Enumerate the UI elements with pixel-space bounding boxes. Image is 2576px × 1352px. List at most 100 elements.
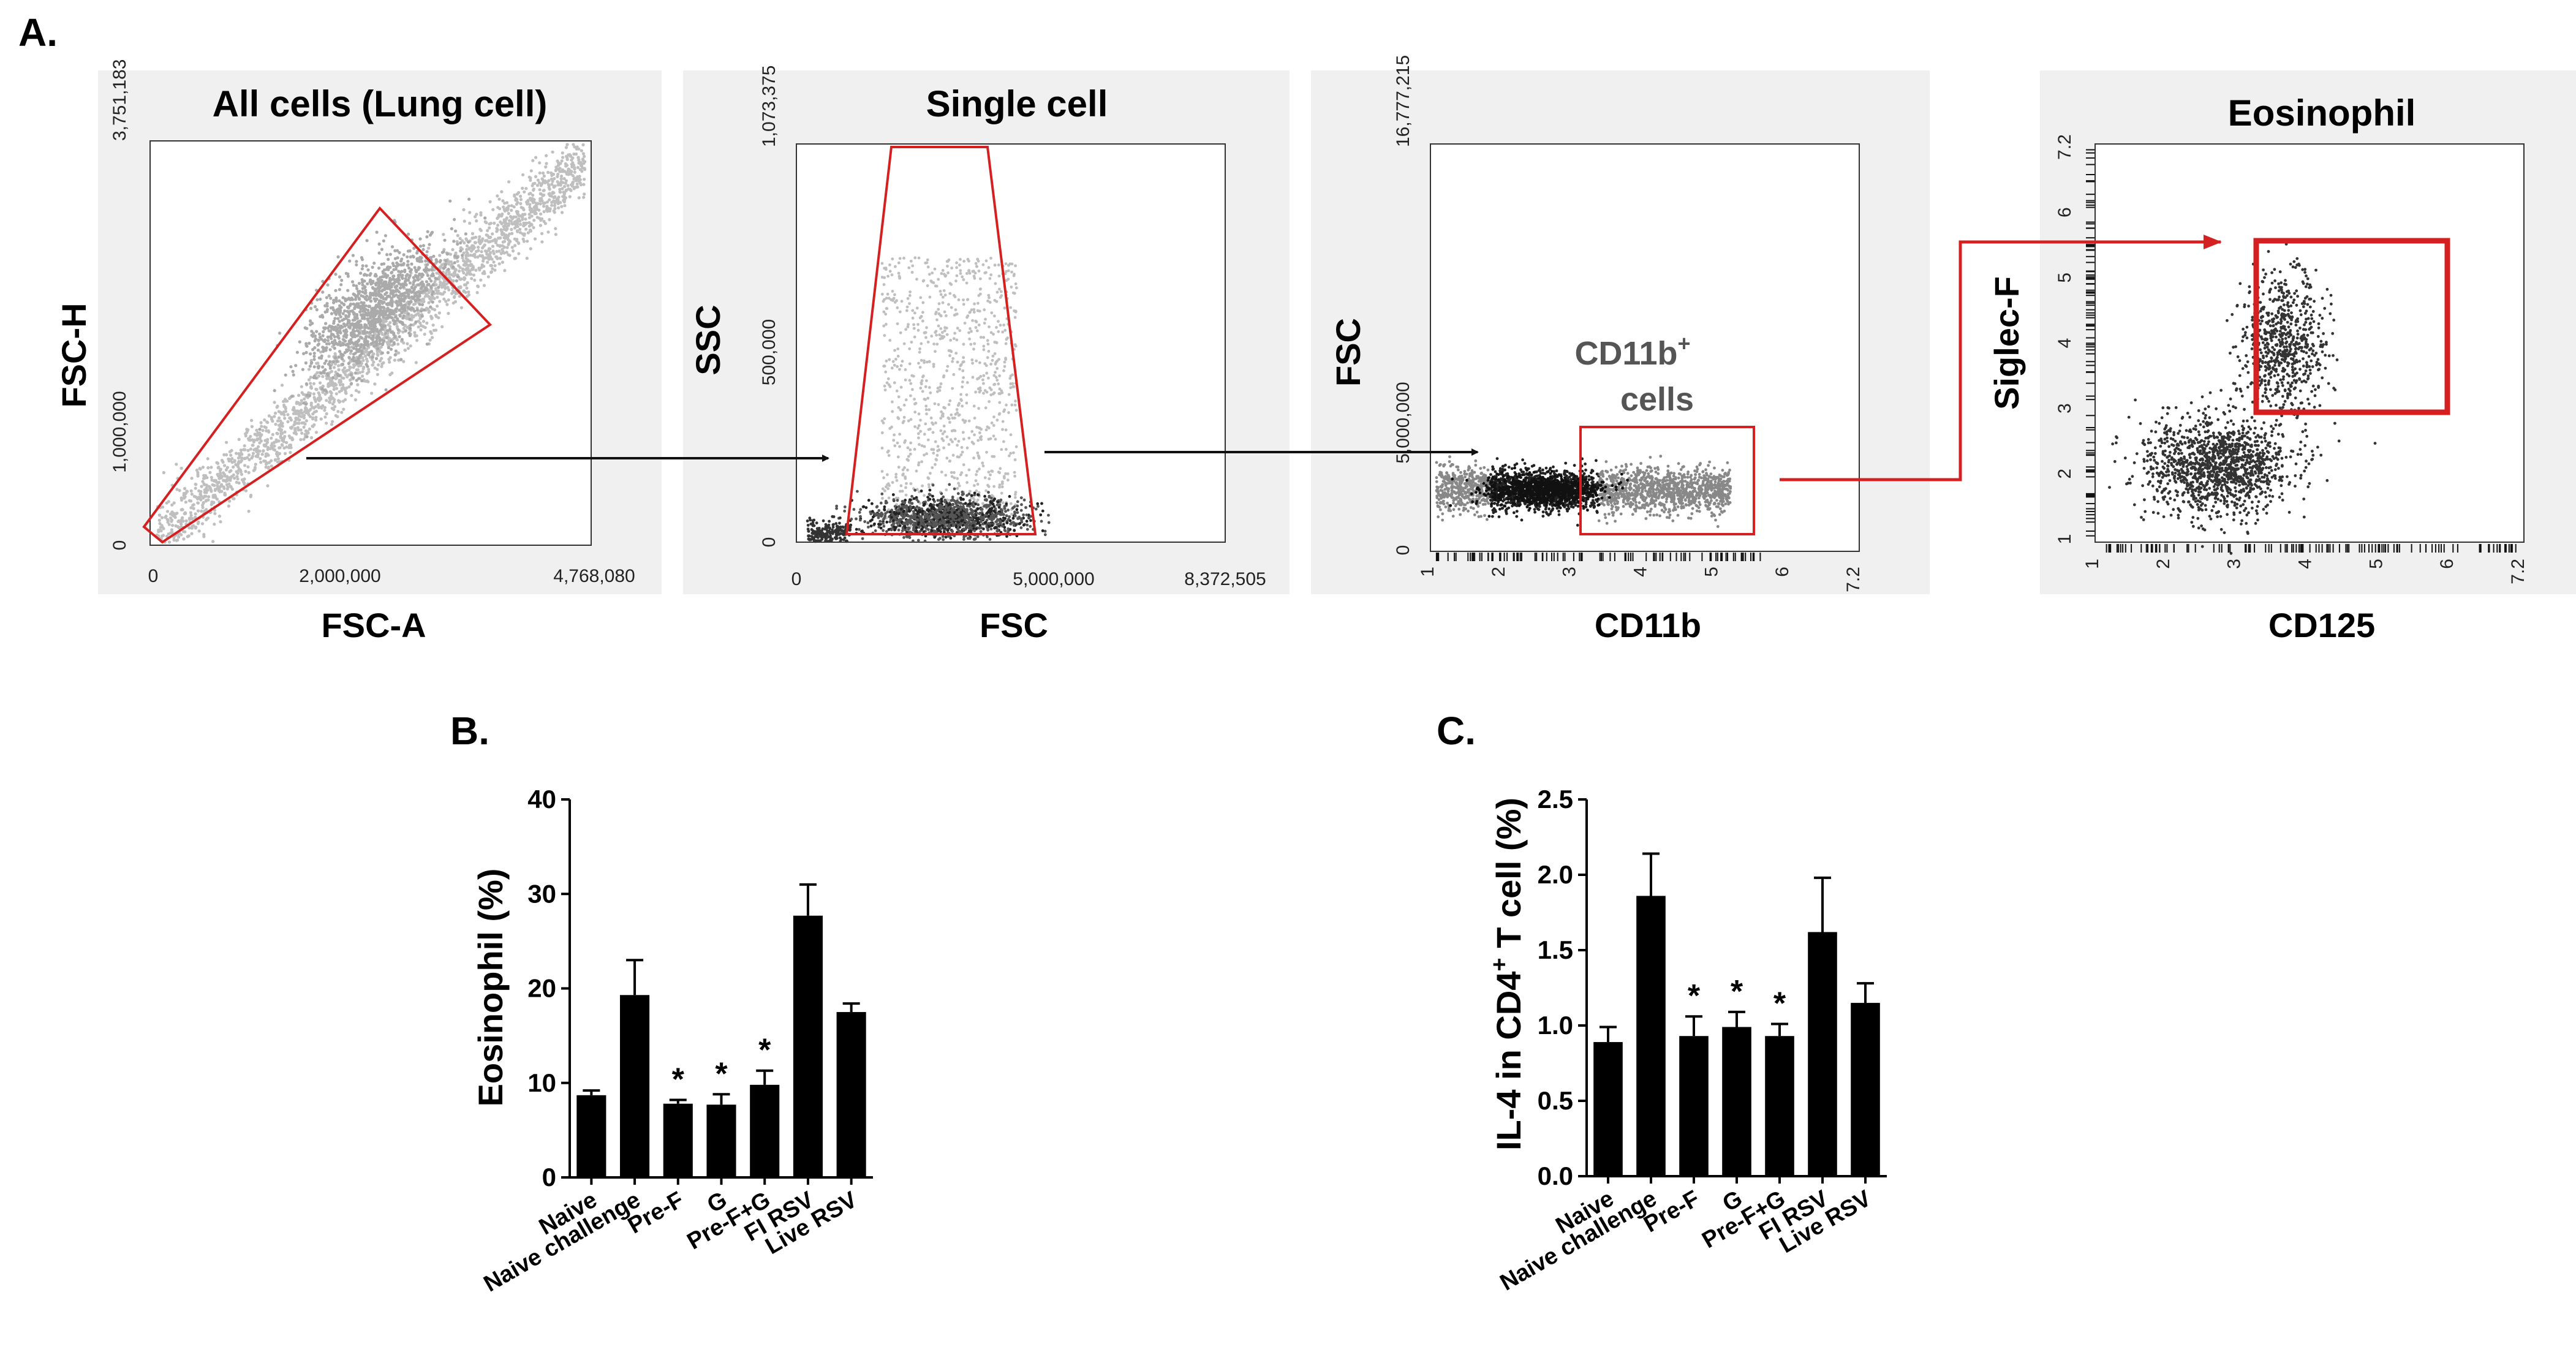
flow-event — [395, 288, 399, 292]
flow-event — [458, 295, 461, 298]
flow-event — [925, 452, 928, 456]
flow-event — [564, 171, 568, 175]
flow-event — [387, 257, 390, 261]
flow-event — [999, 290, 1003, 293]
flow-event — [947, 403, 951, 406]
flow-event — [419, 328, 423, 332]
flow-event — [372, 297, 376, 301]
flow-event — [301, 368, 304, 371]
flow-event — [541, 178, 545, 181]
flow-event — [923, 494, 926, 497]
flow-event — [339, 331, 342, 335]
flow-event — [228, 470, 232, 474]
flow-event — [371, 311, 375, 315]
flow-event — [500, 190, 504, 194]
flow-event — [967, 436, 971, 440]
flow-event — [906, 296, 910, 300]
flow-event — [225, 466, 229, 469]
flow-event — [347, 342, 351, 346]
flow-event — [952, 337, 956, 341]
flow-event — [334, 392, 338, 396]
flow-event — [425, 280, 429, 284]
flow-event — [453, 271, 456, 274]
flow-event — [942, 446, 945, 450]
flow-event — [899, 331, 902, 334]
flow-event — [464, 273, 468, 277]
flow-event — [266, 466, 270, 469]
flow-event — [577, 158, 581, 162]
flow-event — [908, 379, 912, 382]
flow-event — [557, 195, 561, 199]
flow-event — [982, 336, 986, 339]
flow-event — [442, 280, 447, 284]
flow-event — [228, 499, 232, 503]
flow-event — [916, 323, 920, 326]
flow-event — [888, 358, 891, 361]
flow-event — [531, 197, 534, 200]
flow-event — [229, 478, 232, 482]
flow-event — [896, 355, 900, 358]
flow-event — [200, 485, 203, 488]
flow-event — [970, 440, 974, 444]
flow-event — [321, 384, 325, 388]
flow-event — [519, 206, 523, 210]
flow-event — [961, 418, 965, 422]
flow-event — [1003, 516, 1007, 520]
flow-event — [540, 240, 544, 244]
flow-event — [1008, 454, 1011, 458]
flow-event — [338, 340, 342, 344]
flow-event — [970, 308, 973, 312]
flow-event — [899, 385, 903, 389]
flow-event — [190, 532, 194, 535]
flow-event — [957, 298, 961, 301]
flow-event — [454, 292, 458, 296]
flow-event — [496, 206, 500, 210]
flow-event — [415, 270, 418, 274]
flow-event — [550, 171, 553, 175]
flow-event — [216, 486, 219, 490]
flow-event — [970, 430, 974, 433]
flow-event — [538, 171, 542, 175]
flow-event — [481, 255, 485, 259]
flow-event — [282, 399, 285, 404]
flow-event — [267, 414, 271, 418]
flow-event — [1025, 519, 1029, 523]
flow-event — [194, 486, 197, 490]
flow-event — [926, 396, 930, 400]
flow-event — [298, 340, 301, 344]
flow-event — [579, 183, 583, 187]
flow-event — [179, 523, 183, 526]
flow-event — [275, 451, 279, 455]
flow-event — [352, 355, 355, 360]
flow-event — [304, 419, 308, 423]
flow-event — [459, 285, 463, 289]
flow-event — [202, 477, 206, 480]
flow-event — [173, 514, 176, 518]
flow-event — [915, 278, 918, 281]
flow-event — [422, 308, 426, 312]
flow-event — [528, 203, 532, 206]
flow-event — [1007, 393, 1011, 396]
flow-event — [882, 310, 886, 314]
flow-event — [544, 165, 548, 169]
flow-event — [319, 297, 322, 301]
flow-event — [855, 517, 858, 521]
flow-event — [302, 425, 306, 429]
flow-event — [920, 358, 923, 362]
flow-event — [501, 199, 505, 203]
flow-event — [577, 179, 581, 183]
flow-event — [276, 460, 280, 464]
flow-event — [952, 373, 956, 376]
flow-event — [323, 368, 327, 372]
flow-event — [184, 491, 187, 496]
flow-event — [518, 231, 523, 235]
flow-event — [371, 265, 374, 269]
flow-event — [266, 484, 270, 488]
flow-event — [943, 500, 946, 504]
flow-event — [912, 323, 915, 327]
flow-event — [958, 484, 961, 488]
flow-event — [977, 270, 981, 273]
flow-event — [513, 193, 516, 197]
flow-event — [312, 410, 316, 414]
flow-event — [472, 273, 476, 277]
